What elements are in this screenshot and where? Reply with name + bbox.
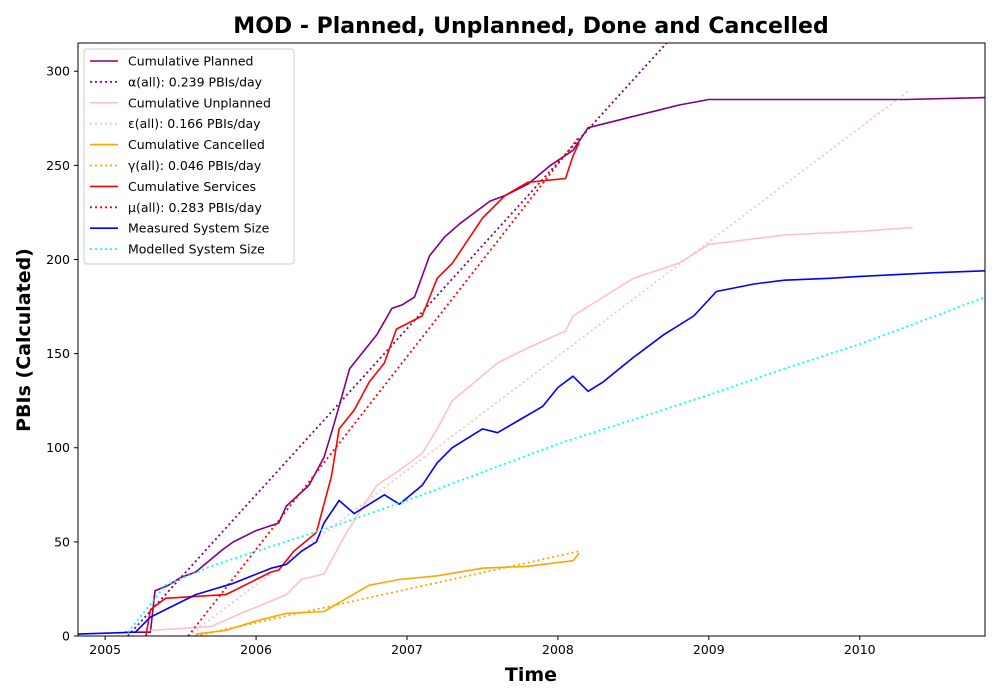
axes: 2005 2006 2007 2008 2009 2010 0 50 100 150 200 250 3… (46, 42, 986, 657)
legend-label-4: Cumulative Cancelled (128, 137, 265, 152)
y-tick-label: 50 (54, 534, 70, 549)
series-line-2 (150, 226, 913, 632)
series-line-6 (145, 142, 580, 636)
y-tick-label: 250 (46, 158, 70, 173)
y-tick-label: 300 (46, 64, 70, 79)
x-tick-label: 2005 (89, 642, 121, 657)
legend-label-1: α(all): 0.239 PBIs/day (128, 74, 263, 89)
x-tick-label: 2009 (693, 642, 725, 657)
series-line-9 (127, 296, 985, 633)
series-line-1 (127, 43, 668, 636)
series-line-8 (78, 270, 985, 635)
x-tick-label: 2006 (240, 642, 272, 657)
legend-label-2: Cumulative Unplanned (128, 95, 271, 110)
x-tick-label: 2010 (844, 642, 876, 657)
series-line-7 (187, 136, 580, 636)
axes-frame (77, 42, 986, 637)
series-line-3 (187, 89, 911, 636)
legend-label-6: Cumulative Services (128, 179, 256, 194)
chart-title: MOD - Planned, Unplanned, Done and Cance… (233, 14, 828, 39)
y-tick-label: 200 (46, 252, 70, 267)
y-axis-label: PBIs (Calculated) (13, 248, 35, 432)
legend-box (83, 48, 295, 265)
series-line-5 (195, 550, 580, 636)
y-tick-label: 150 (46, 346, 70, 361)
plot-area (78, 43, 985, 636)
series-line-4 (195, 552, 580, 635)
y-tick-label: 0 (62, 629, 70, 644)
x-tick-label: 2008 (542, 642, 574, 657)
legend-label-5: γ(all): 0.046 PBIs/day (128, 158, 262, 173)
legend: Cumulative Planned α(all): 0.239 PBIs/day… (83, 48, 295, 265)
legend-label-9: Modelled System Size (128, 242, 265, 257)
y-tick-label: 100 (46, 440, 70, 455)
legend-label-3: ε(all): 0.166 PBIs/day (128, 116, 261, 131)
legend-label-7: μ(all): 0.283 PBIs/day (128, 200, 262, 215)
x-tick-label: 2007 (391, 642, 423, 657)
series-line-0 (124, 96, 985, 634)
x-axis-label: Time (505, 664, 557, 686)
legend-label-8: Measured System Size (128, 221, 270, 236)
legend-label-0: Cumulative Planned (128, 54, 253, 69)
